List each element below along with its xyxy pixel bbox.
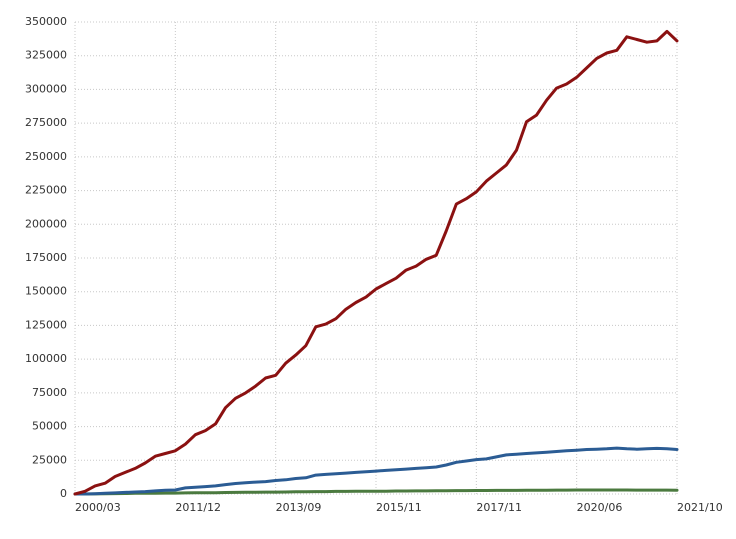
x-tick-label: 2011/12 [175, 501, 221, 514]
x-tick-label: 2000/03 [75, 501, 121, 514]
y-tick-label: 225000 [25, 184, 67, 197]
y-tick-label: 75000 [32, 386, 67, 399]
x-tick-label: 2020/06 [577, 501, 623, 514]
y-tick-label: 100000 [25, 352, 67, 365]
y-tick-label: 200000 [25, 217, 67, 230]
y-tick-label: 150000 [25, 285, 67, 298]
y-tick-label: 325000 [25, 49, 67, 62]
y-tick-label: 300000 [25, 82, 67, 95]
y-tick-label: 50000 [32, 420, 67, 433]
series-line [73, 446, 679, 496]
y-tick-label: 0 [60, 487, 67, 500]
x-tick-label: 2017/11 [476, 501, 522, 514]
series-line [73, 29, 679, 496]
y-tick-label: 125000 [25, 318, 67, 331]
y-tick-label: 250000 [25, 150, 67, 163]
x-tick-label: 2013/09 [276, 501, 322, 514]
y-tick-label: 25000 [32, 453, 67, 466]
y-tick-label: 350000 [25, 15, 67, 28]
y-tick-label: 275000 [25, 116, 67, 129]
y-tick-label: 175000 [25, 251, 67, 264]
x-tick-label: 2021/10 [677, 501, 723, 514]
series-line [73, 488, 679, 496]
x-tick-label: 2015/11 [376, 501, 422, 514]
